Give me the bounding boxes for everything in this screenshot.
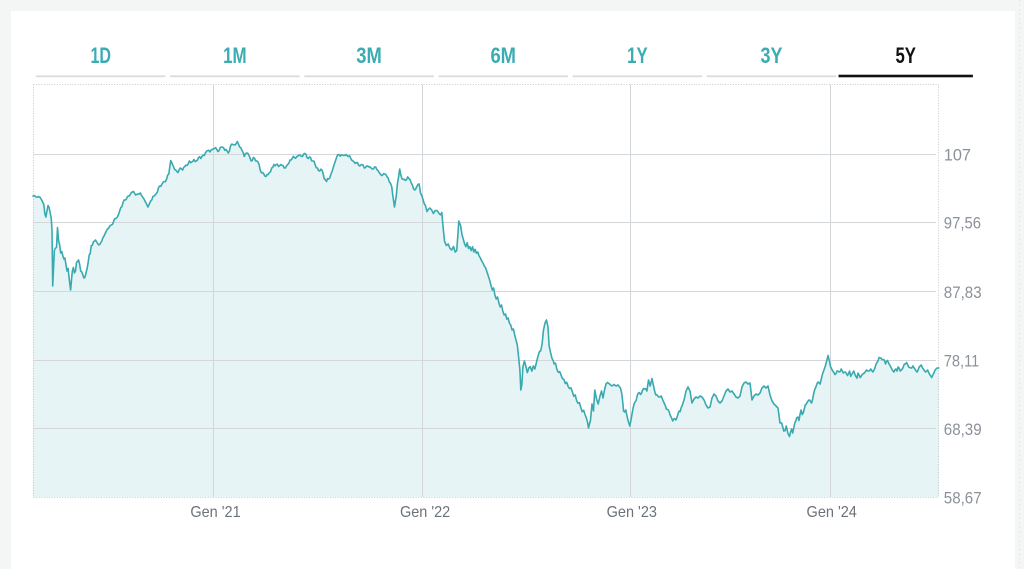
svg-text:Gen '23: Gen '23 bbox=[607, 504, 657, 521]
svg-text:Gen '24: Gen '24 bbox=[807, 504, 857, 521]
svg-text:78,11: 78,11 bbox=[944, 352, 980, 370]
svg-text:87,83: 87,83 bbox=[944, 284, 982, 302]
svg-text:68,39: 68,39 bbox=[944, 421, 982, 439]
svg-text:1M: 1M bbox=[223, 43, 247, 68]
svg-text:3M: 3M bbox=[356, 43, 382, 68]
svg-text:1Y: 1Y bbox=[627, 43, 648, 68]
svg-text:Gen '21: Gen '21 bbox=[190, 504, 240, 521]
svg-text:Gen '22: Gen '22 bbox=[400, 504, 450, 521]
svg-text:97,56: 97,56 bbox=[944, 215, 981, 233]
svg-text:1D: 1D bbox=[90, 43, 111, 68]
svg-text:6M: 6M bbox=[490, 43, 516, 68]
svg-text:3Y: 3Y bbox=[761, 43, 783, 68]
svg-text:58,67: 58,67 bbox=[944, 489, 982, 507]
svg-text:5Y: 5Y bbox=[895, 43, 916, 68]
svg-text:107: 107 bbox=[944, 147, 971, 165]
